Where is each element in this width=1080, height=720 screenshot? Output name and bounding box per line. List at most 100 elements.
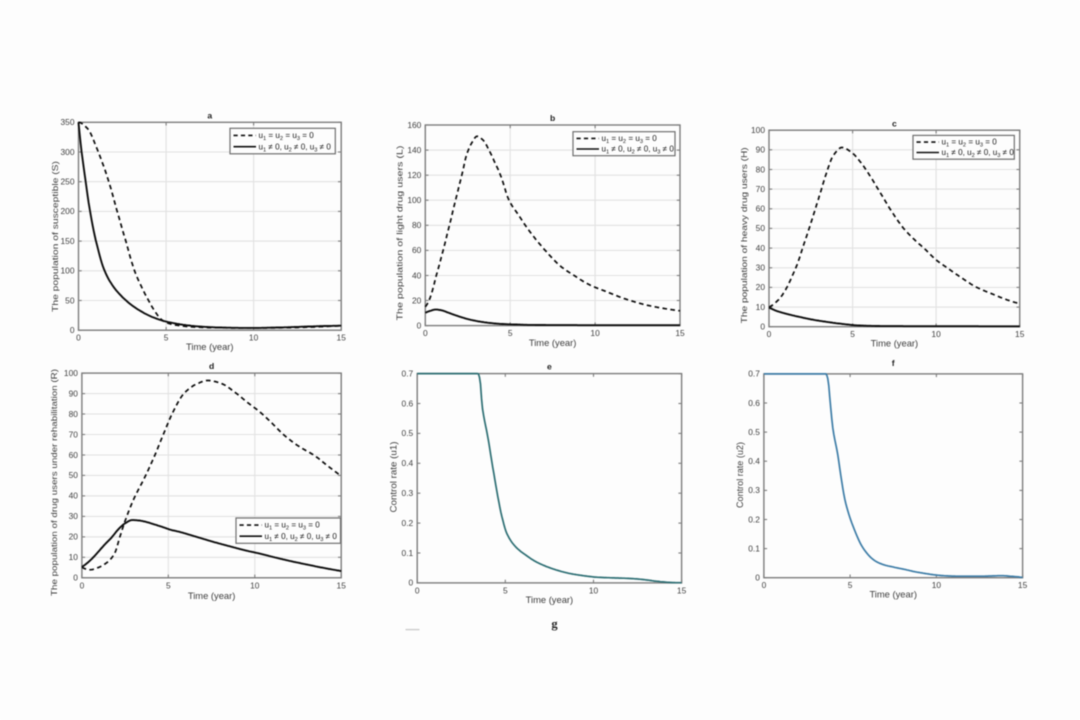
svg-text:Time (year): Time (year) xyxy=(526,594,574,605)
svg-text:0: 0 xyxy=(417,320,422,330)
svg-text:0: 0 xyxy=(760,322,765,332)
svg-text:0.7: 0.7 xyxy=(748,369,760,379)
svg-text:0.4: 0.4 xyxy=(402,458,414,468)
svg-text:0: 0 xyxy=(76,333,81,343)
svg-text:0: 0 xyxy=(423,328,428,338)
svg-text:u1 ≠ 0, u2 ≠ 0, u3 ≠ 0: u1 ≠ 0, u2 ≠ 0, u3 ≠ 0 xyxy=(259,142,332,153)
svg-text:20: 20 xyxy=(756,282,766,292)
svg-text:a: a xyxy=(207,111,212,121)
svg-text:Time (year): Time (year) xyxy=(188,590,236,601)
svg-text:350: 350 xyxy=(61,117,75,127)
svg-text:Time (year): Time (year) xyxy=(871,338,919,349)
svg-text:5: 5 xyxy=(164,333,169,343)
svg-text:g: g xyxy=(551,617,558,631)
svg-text:30: 30 xyxy=(756,263,766,273)
svg-text:10: 10 xyxy=(756,302,766,312)
svg-text:0.7: 0.7 xyxy=(402,368,414,378)
svg-text:Control rate (u1): Control rate (u1) xyxy=(388,441,398,512)
svg-text:60: 60 xyxy=(756,204,766,214)
svg-text:u1 = u2 = u3 = 0: u1 = u2 = u3 = 0 xyxy=(259,131,315,142)
svg-text:10: 10 xyxy=(69,552,79,562)
svg-text:f: f xyxy=(892,358,895,368)
svg-text:50: 50 xyxy=(69,470,79,480)
svg-text:10: 10 xyxy=(250,580,260,590)
svg-text:40: 40 xyxy=(412,270,422,280)
svg-text:u1 ≠ 0, u2 ≠ 0, u3 ≠ 0: u1 ≠ 0, u2 ≠ 0, u3 ≠ 0 xyxy=(942,148,1015,159)
svg-text:u1 = u2 = u3 = 0: u1 = u2 = u3 = 0 xyxy=(602,134,658,145)
svg-text:250: 250 xyxy=(61,177,75,187)
svg-text:10: 10 xyxy=(590,328,600,338)
svg-text:u1 = u2 = u3 = 0: u1 = u2 = u3 = 0 xyxy=(942,138,998,149)
svg-text:40: 40 xyxy=(69,491,79,501)
svg-text:0.5: 0.5 xyxy=(402,428,414,438)
svg-text:b: b xyxy=(550,113,555,123)
svg-text:The population of heavy drug u: The population of heavy drug users (H) xyxy=(739,147,749,323)
svg-text:50: 50 xyxy=(756,223,766,233)
svg-text:0.2: 0.2 xyxy=(748,514,760,524)
svg-text:100: 100 xyxy=(407,195,421,205)
svg-text:70: 70 xyxy=(756,184,766,194)
svg-text:0.6: 0.6 xyxy=(402,398,414,408)
svg-text:0.5: 0.5 xyxy=(748,427,760,437)
svg-text:90: 90 xyxy=(69,388,79,398)
svg-text:20: 20 xyxy=(412,295,422,305)
svg-text:15: 15 xyxy=(337,580,347,590)
svg-text:15: 15 xyxy=(1018,580,1028,590)
svg-text:Time (year): Time (year) xyxy=(529,337,577,348)
svg-text:0: 0 xyxy=(70,325,75,335)
svg-text:5: 5 xyxy=(850,329,855,339)
svg-text:5: 5 xyxy=(166,580,171,590)
svg-text:Time (year): Time (year) xyxy=(186,341,234,352)
svg-text:0.4: 0.4 xyxy=(748,456,760,466)
svg-text:The population of drug users u: The population of drug users under rehab… xyxy=(49,369,59,596)
svg-text:90: 90 xyxy=(756,145,766,155)
svg-text:100: 100 xyxy=(64,368,78,378)
svg-text:10: 10 xyxy=(932,580,942,590)
svg-text:40: 40 xyxy=(756,243,766,253)
svg-text:15: 15 xyxy=(1015,329,1025,339)
svg-text:u1 ≠ 0, u2 ≠ 0, u3 ≠ 0: u1 ≠ 0, u2 ≠ 0, u3 ≠ 0 xyxy=(602,145,675,156)
svg-text:0: 0 xyxy=(762,580,767,590)
svg-text:Control rate (u2): Control rate (u2) xyxy=(735,442,745,508)
svg-text:0.1: 0.1 xyxy=(748,543,760,553)
svg-text:d: d xyxy=(209,361,214,371)
svg-text:The population of light drug u: The population of light drug users (L) xyxy=(395,145,405,320)
svg-text:0.3: 0.3 xyxy=(402,488,414,498)
svg-text:80: 80 xyxy=(69,409,79,419)
svg-text:0.3: 0.3 xyxy=(748,485,760,495)
svg-text:u1 = u2 = u3 = 0: u1 = u2 = u3 = 0 xyxy=(265,521,321,532)
svg-text:140: 140 xyxy=(407,145,421,155)
svg-text:160: 160 xyxy=(407,120,421,130)
svg-text:120: 120 xyxy=(407,170,421,180)
svg-text:0.6: 0.6 xyxy=(748,398,760,408)
svg-text:5: 5 xyxy=(503,585,508,595)
svg-text:20: 20 xyxy=(69,532,79,542)
svg-text:Time (year): Time (year) xyxy=(869,588,917,599)
svg-text:0: 0 xyxy=(415,585,420,595)
svg-text:0: 0 xyxy=(409,578,414,588)
svg-text:15: 15 xyxy=(677,585,687,595)
svg-text:0.2: 0.2 xyxy=(402,518,414,528)
svg-text:80: 80 xyxy=(412,220,422,230)
svg-text:0.1: 0.1 xyxy=(402,548,414,558)
svg-text:200: 200 xyxy=(61,206,75,216)
svg-text:0: 0 xyxy=(767,329,772,339)
svg-text:10: 10 xyxy=(249,333,259,343)
svg-text:u1 ≠ 0, u2 ≠ 0, u3 ≠ 0: u1 ≠ 0, u2 ≠ 0, u3 ≠ 0 xyxy=(265,532,338,543)
svg-text:0: 0 xyxy=(73,573,78,583)
svg-text:0: 0 xyxy=(755,573,760,583)
svg-text:5: 5 xyxy=(848,580,853,590)
svg-text:30: 30 xyxy=(69,511,79,521)
svg-text:c: c xyxy=(892,118,897,128)
svg-text:0: 0 xyxy=(80,580,85,590)
svg-text:300: 300 xyxy=(61,147,75,157)
svg-text:15: 15 xyxy=(337,333,347,343)
svg-text:60: 60 xyxy=(69,450,79,460)
svg-text:50: 50 xyxy=(65,295,75,305)
svg-text:80: 80 xyxy=(756,164,766,174)
svg-text:150: 150 xyxy=(61,236,75,246)
svg-text:100: 100 xyxy=(751,125,765,135)
svg-text:10: 10 xyxy=(589,585,599,595)
svg-text:15: 15 xyxy=(675,328,685,338)
svg-text:e: e xyxy=(547,362,552,372)
